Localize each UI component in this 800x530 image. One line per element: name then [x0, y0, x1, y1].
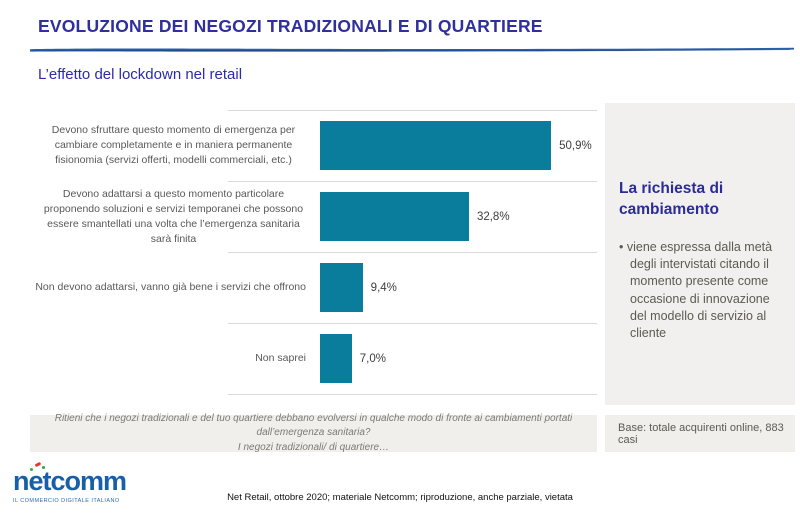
- logo-wordmark-text: netcomm: [13, 466, 127, 496]
- slide-subtitle: L’effetto del lockdown nel retail: [38, 66, 243, 83]
- question-line-1: Ritieni che i negozi tradizionali e del …: [54, 412, 573, 439]
- netcomm-logo: netcomm IL COMMERCIO DIGITALE ITALIANO: [13, 461, 127, 504]
- chart-row: Devono adattarsi a questo momento partic…: [35, 181, 597, 252]
- gridline: [228, 252, 597, 253]
- question-line-2: I negozi tradizionali/ di quartiere…: [237, 441, 390, 453]
- bullet-mark: •: [619, 239, 624, 254]
- category-label: Non devono adattarsi, vanno già bene i s…: [35, 281, 306, 293]
- question-note-box: Ritieni che i negozi tradizionali e del …: [30, 412, 597, 453]
- footer-note: Net Retail, ottobre 2020; materiale Netc…: [227, 492, 573, 503]
- base-note-text: Base: totale acquirenti online, 883 casi: [618, 421, 784, 446]
- bar-cell: 9,4%: [320, 252, 597, 323]
- gridline: [228, 110, 597, 111]
- page-title: EVOLUZIONE DEI NEGOZI TRADIZIONALI E DI …: [38, 16, 543, 36]
- chart-row: Non devono adattarsi, vanno già bene i s…: [35, 252, 597, 323]
- bar-chart: Devono sfruttare questo momento di emerg…: [35, 110, 597, 395]
- bar-value-label: 32,8%: [476, 210, 510, 223]
- bar: [320, 263, 363, 312]
- bar: [320, 192, 469, 241]
- gridline: [228, 181, 597, 182]
- category-label: Non saprei: [255, 352, 306, 364]
- side-panel: La richiesta di cambiamento • viene espr…: [605, 103, 795, 405]
- chart-rows: Devono sfruttare questo momento di emerg…: [35, 110, 597, 394]
- bar: [320, 121, 552, 170]
- logo-tagline: IL COMMERCIO DIGITALE ITALIANO: [13, 498, 120, 504]
- chart-row: Non saprei 7,0%: [35, 323, 597, 394]
- category-label: Devono sfruttare questo momento di emerg…: [51, 124, 296, 166]
- logo-wordmark: netcomm: [13, 461, 127, 496]
- chart-gridlines: [228, 110, 597, 395]
- bar-cell: 50,9%: [320, 110, 597, 181]
- bar-value-label: 50,9%: [559, 139, 592, 152]
- bar-cell: 7,0%: [320, 323, 597, 394]
- bar: [320, 334, 352, 383]
- gridline: [228, 323, 597, 324]
- bar-cell: 32,8%: [320, 181, 597, 252]
- gridline: [228, 394, 597, 395]
- chart-row: Devono sfruttare questo momento di emerg…: [35, 110, 597, 181]
- category-label: Devono adattarsi a questo momento partic…: [43, 187, 304, 245]
- bar-value-label: 7,0%: [359, 352, 386, 365]
- logo-swirl-icon: [30, 461, 50, 473]
- side-panel-heading: La richiesta di cambiamento: [619, 180, 724, 218]
- base-note-box: Base: totale acquirenti online, 883 casi: [605, 415, 795, 452]
- side-panel-bullet: • viene espressa dalla metà degli interv…: [619, 239, 781, 343]
- bar-value-label: 9,4%: [370, 281, 397, 294]
- title-underline-swoosh: [30, 41, 795, 59]
- side-panel-bullet-text: viene espressa dalla metà degli intervis…: [626, 239, 773, 341]
